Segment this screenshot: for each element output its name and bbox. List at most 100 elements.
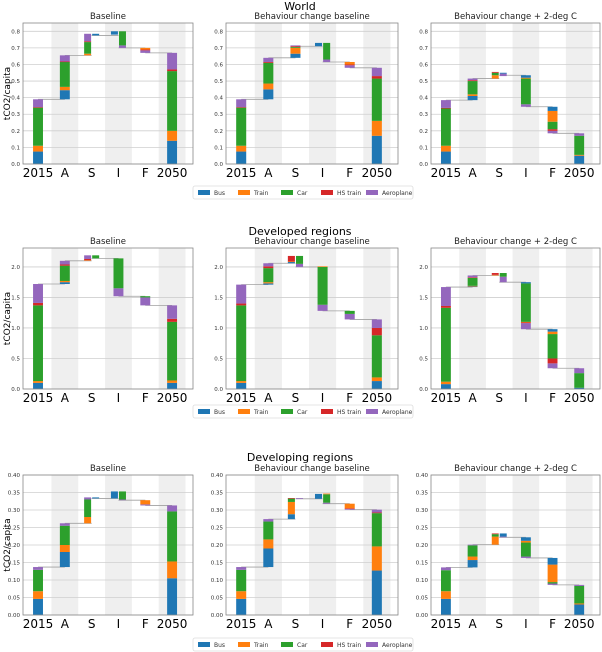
bar-segment-bus xyxy=(467,95,478,101)
x-tick-label: S xyxy=(88,391,96,405)
y-tick-label: 0.00 xyxy=(211,613,224,619)
x-tick-label: S xyxy=(495,166,503,180)
y-tick-label: 0.2 xyxy=(214,129,223,135)
bar-segment-bus xyxy=(547,329,558,332)
bar-segment-car xyxy=(440,307,451,382)
legend-label: HS train xyxy=(337,190,361,197)
bar-segment-car xyxy=(467,545,478,557)
y-tick-label: 0.15 xyxy=(211,561,224,567)
legend-label: HS train xyxy=(337,642,361,649)
bar-segment-train xyxy=(371,546,382,571)
x-tick-label: 2015 xyxy=(431,617,462,631)
legend-label: Car xyxy=(297,642,308,649)
bar-segment-aeroplane xyxy=(33,99,43,108)
shaded-band xyxy=(565,248,593,389)
bar-segment-hs-train xyxy=(84,41,92,43)
bar-segment-hs-train xyxy=(491,533,499,535)
bar-segment-hs-train xyxy=(59,264,70,266)
bar-segment-hs-train xyxy=(236,107,247,108)
bar-segment-train xyxy=(263,539,274,549)
bar-segment-car xyxy=(520,283,531,322)
bar-segment-aeroplane xyxy=(520,556,531,558)
bar-segment-bus xyxy=(547,557,558,565)
plot-frame xyxy=(430,474,601,616)
bar-segment-train xyxy=(167,561,178,579)
bar-segment-aeroplane xyxy=(440,100,451,108)
x-tick-label: 2015 xyxy=(431,391,462,405)
y-tick-label: 0.20 xyxy=(211,543,224,549)
x-tick-label: A xyxy=(61,617,70,631)
bar-segment-hs-train xyxy=(140,49,151,51)
bar-segment-hs-train xyxy=(440,305,451,308)
bar-segment-train xyxy=(236,591,247,599)
x-tick-label: I xyxy=(117,391,121,405)
bar-segment-car xyxy=(371,335,382,378)
legend: Bus Train Car HS train Aeroplane xyxy=(192,637,414,652)
bar-segment-bus xyxy=(547,106,558,111)
y-tick-label: 0.05 xyxy=(8,596,21,602)
legend-label: Bus xyxy=(214,409,225,416)
bar-segment-aeroplane xyxy=(59,55,70,62)
y-tick-label: 0.25 xyxy=(211,526,224,532)
y-tick-label: 0.3 xyxy=(419,112,428,118)
bar-segment-car xyxy=(33,569,43,592)
bar-segment-train xyxy=(574,603,585,605)
bar-segment-hs-train xyxy=(287,255,295,262)
bar-segment-train xyxy=(59,545,70,552)
bar-segment-bus xyxy=(371,570,382,615)
bar-segment-car xyxy=(499,273,507,277)
bar-segment-bus xyxy=(110,491,118,499)
bar-segment-bus xyxy=(440,384,451,389)
y-tick-label: 0.00 xyxy=(416,613,429,619)
bar-segment-train xyxy=(33,381,43,383)
x-tick-label: A xyxy=(61,391,70,405)
y-tick-label: 0.4 xyxy=(11,96,20,102)
y-tick-label: 0.0 xyxy=(419,162,428,168)
chart-title: Behaviour change baseline xyxy=(254,12,369,22)
y-tick-label: 1.0 xyxy=(11,326,20,332)
y-axis-label: tCO2/capita xyxy=(3,292,13,345)
bar-segment-aeroplane xyxy=(84,33,92,42)
y-tick-label: 0.15 xyxy=(416,561,429,567)
bar-segment-train xyxy=(344,61,355,65)
bar-segment-train xyxy=(59,280,70,283)
bar-segment-aeroplane xyxy=(467,275,478,278)
bar-segment-car xyxy=(33,107,43,146)
bar-segment-car xyxy=(84,42,92,54)
plot-frame xyxy=(225,247,399,390)
x-tick-label: F xyxy=(346,166,353,180)
legend-swatch-bus xyxy=(198,642,210,647)
bar-segment-bus xyxy=(287,514,295,520)
x-tick-label: 2015 xyxy=(23,617,54,631)
bar-segment-car xyxy=(287,498,295,502)
bar-segment-train xyxy=(84,260,92,261)
x-tick-label: 2050 xyxy=(157,617,188,631)
y-axis-label: tCO2/capita xyxy=(3,67,13,120)
bar-segment-train xyxy=(287,501,295,515)
bar-segment-aeroplane xyxy=(263,57,274,62)
bar-segment-car xyxy=(317,266,328,305)
y-tick-label: 2.0 xyxy=(214,265,223,271)
bar-segment-aeroplane xyxy=(140,50,151,53)
chart-title: Behaviour change baseline xyxy=(254,464,369,474)
bar-segment-hs-train xyxy=(167,69,178,72)
bar-segment-train xyxy=(547,331,558,335)
y-tick-label: 0.5 xyxy=(419,356,428,362)
x-tick-label: 2050 xyxy=(362,166,393,180)
bar-segment-aeroplane xyxy=(236,99,247,108)
y-tick-label: 0.30 xyxy=(416,508,429,514)
bar-segment-bus xyxy=(440,151,451,164)
x-tick-label: 2050 xyxy=(362,617,393,631)
bar-segment-bus xyxy=(236,598,247,615)
bar-segment-car xyxy=(263,62,274,84)
bar-segment-car xyxy=(574,585,585,604)
y-tick-label: 0.2 xyxy=(419,129,428,135)
y-tick-label: 0.8 xyxy=(214,29,223,35)
y-tick-label: 0.40 xyxy=(416,473,429,479)
legend-frame xyxy=(192,404,414,419)
legend-swatch-car xyxy=(281,642,293,647)
bar-segment-aeroplane xyxy=(167,305,178,319)
bar-segment-aeroplane xyxy=(520,323,531,330)
bar-segment-aeroplane xyxy=(33,567,43,570)
x-tick-label: S xyxy=(495,391,503,405)
